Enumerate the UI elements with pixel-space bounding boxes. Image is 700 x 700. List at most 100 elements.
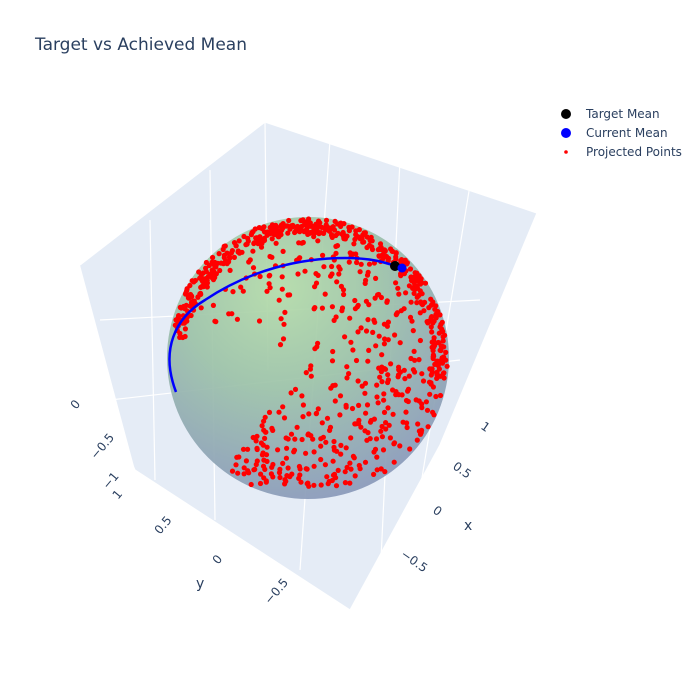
projected-point [304,466,310,472]
projected-point [297,466,303,472]
projected-point [297,472,303,478]
projected-point [393,280,399,286]
projected-point [335,221,341,227]
projected-point [444,363,450,369]
projected-point [344,375,350,381]
projected-point [414,285,421,291]
legend-label: Current Mean [586,126,668,140]
legend-item[interactable]: Target Mean [561,107,660,121]
projected-point [210,277,217,283]
projected-point [396,392,402,398]
gridline [149,219,156,481]
projected-point [373,275,379,281]
projected-point [235,470,241,476]
projected-point [323,222,329,228]
projected-point [176,313,182,319]
legend-item[interactable]: Current Mean [561,126,668,140]
projected-point [231,240,238,246]
projected-point [292,436,298,442]
projected-point [404,260,410,266]
projected-point [418,299,424,305]
projected-point [442,332,448,338]
projected-point [364,244,370,251]
projected-point [277,466,283,472]
projected-point [311,482,317,488]
projected-point [257,234,263,240]
projected-point [353,357,360,364]
projected-point [386,422,392,428]
projected-point [333,314,339,320]
projected-point [276,297,282,303]
projected-point [403,409,409,415]
projected-point [224,250,230,256]
projected-point [248,481,254,488]
projected-point [286,217,292,224]
projected-point [379,379,385,385]
projected-point [357,269,363,275]
projected-point [429,367,435,373]
projected-point [365,358,371,364]
projected-point [342,469,348,475]
projected-point [407,446,413,452]
projected-point [407,266,414,272]
projected-point [412,278,419,284]
projected-point [397,340,403,346]
projected-point [319,305,325,311]
projected-point [376,291,382,298]
projected-point [405,398,411,405]
projected-point [241,465,247,471]
projected-point [307,366,313,372]
projected-point [277,474,283,481]
projected-point [416,357,422,363]
y-axis-title: y [196,576,204,592]
projected-point [261,475,267,481]
projected-point [330,224,336,230]
projected-point [420,378,427,384]
projected-point [267,285,273,291]
projected-point [384,323,390,329]
projected-point [394,310,400,316]
projected-point [300,239,306,246]
projected-point [425,424,431,430]
projected-point [236,238,242,244]
projected-point [365,269,371,275]
projected-point [229,248,235,254]
projected-point [342,334,348,340]
gridline [439,212,538,446]
projected-point [410,328,416,334]
projected-point [374,394,380,400]
projected-point [269,236,275,242]
projected-point [381,409,388,415]
projected-point [284,473,290,479]
projected-point [200,279,206,285]
projected-point [433,303,439,309]
projected-point [437,347,443,353]
sphere-surface [167,217,449,499]
projected-point [303,450,309,456]
projected-point [329,304,335,310]
projected-point [306,483,312,489]
projected-point [300,402,306,408]
projected-point [412,270,418,276]
projected-point [422,280,429,286]
projected-point [421,308,427,314]
projected-point [311,226,317,232]
projected-point [352,297,358,304]
projected-point [404,424,410,431]
z-axis: 0 −0.5 −1 [68,397,122,492]
projected-point [347,315,353,321]
projected-point [324,415,331,421]
x-tick-label: 0 [430,503,444,519]
projected-point [336,271,342,277]
gridline [134,469,351,611]
projected-point [180,334,186,341]
projected-point [365,317,371,323]
projected-point [349,224,355,230]
projected-point [254,433,260,439]
projected-point [312,305,318,311]
projected-point [294,424,300,430]
projected-point [278,316,284,322]
chart-title: Target vs Achieved Mean [34,35,247,55]
projected-point [346,228,352,234]
legend-item[interactable]: Projected Points [564,145,682,159]
